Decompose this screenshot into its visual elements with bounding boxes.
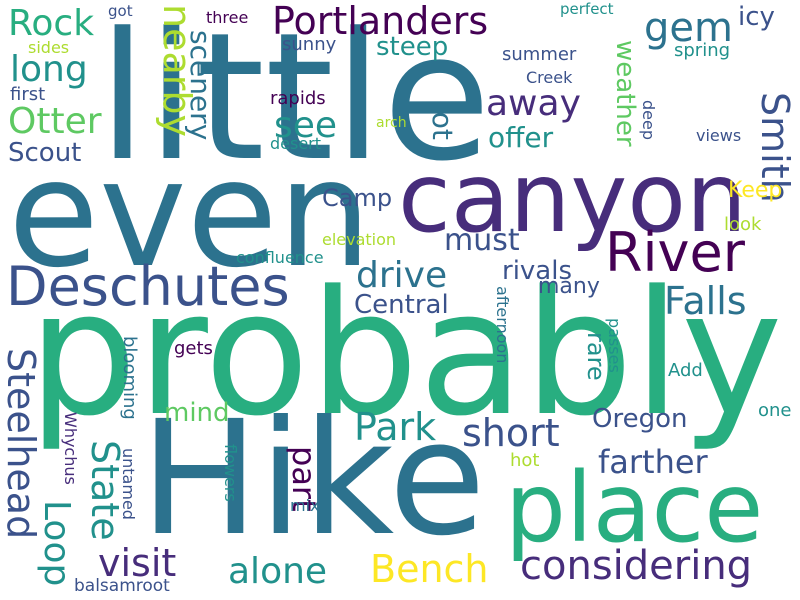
word-part: part bbox=[285, 446, 323, 512]
word-park: Park bbox=[354, 405, 437, 449]
word-alone: alone bbox=[228, 551, 328, 592]
word-portlanders: Portlanders bbox=[272, 0, 489, 43]
word-afternoon: afternoon bbox=[493, 286, 512, 364]
word-otter: Otter bbox=[8, 101, 102, 142]
word-scout: Scout bbox=[8, 138, 82, 168]
word-rivals: rivals bbox=[502, 256, 573, 286]
word-river: River bbox=[605, 221, 745, 284]
word-perfect: perfect bbox=[560, 0, 614, 18]
word-scenery: scenery bbox=[184, 30, 217, 141]
word-rock: Rock bbox=[8, 3, 95, 44]
word-hike: Hike bbox=[140, 387, 486, 571]
word-even: even bbox=[8, 128, 372, 300]
word-offer: offer bbox=[488, 121, 554, 154]
word-passes: passes bbox=[605, 318, 624, 373]
word-nearby: nearby bbox=[155, 4, 199, 137]
word-steelhead: Steelhead bbox=[0, 348, 43, 540]
word-loop: Loop bbox=[36, 500, 77, 587]
word-summer: summer bbox=[502, 44, 577, 65]
word-views: views bbox=[696, 126, 742, 145]
word-one: one bbox=[758, 400, 792, 421]
word-sunny: sunny bbox=[282, 34, 337, 55]
word-mix: mix bbox=[290, 496, 320, 515]
word-many: many bbox=[538, 274, 600, 299]
word-add: Add bbox=[668, 360, 703, 381]
word-spring: spring bbox=[674, 40, 731, 61]
word-probably: probably bbox=[28, 253, 783, 454]
word-bench: Bench bbox=[370, 547, 489, 591]
word-deep: deep bbox=[639, 100, 658, 140]
word-icy: icy bbox=[738, 2, 775, 32]
word-away: away bbox=[486, 83, 581, 124]
word-hot: hot bbox=[510, 450, 540, 471]
word-gem: gem bbox=[644, 5, 733, 51]
word-little: little bbox=[98, 0, 491, 200]
word-drive: drive bbox=[356, 255, 448, 296]
word-desert: desert bbox=[270, 134, 322, 153]
word-rare: rare bbox=[582, 332, 610, 381]
word-state: State bbox=[83, 440, 127, 541]
word-mind: mind bbox=[164, 398, 230, 428]
word-look: look bbox=[724, 214, 762, 235]
word-canyon: canyon bbox=[398, 142, 747, 254]
word-elevation: elevation bbox=[322, 230, 397, 249]
word-gets: gets bbox=[174, 338, 213, 359]
word-blooming: blooming bbox=[119, 336, 140, 420]
word-three: three bbox=[206, 8, 249, 27]
word-place: place bbox=[505, 452, 764, 564]
word-central: Central bbox=[354, 290, 449, 320]
word-smith: Smith bbox=[753, 92, 797, 203]
word-must: must bbox=[444, 223, 520, 258]
word-arch: arch bbox=[376, 115, 407, 131]
word-see: see bbox=[274, 105, 338, 146]
word-keep: Keep bbox=[728, 178, 783, 203]
word-long: long bbox=[10, 49, 88, 90]
word-whychus: Whychus bbox=[61, 412, 80, 485]
word-flowers: flowers bbox=[221, 444, 240, 502]
word-oregon: Oregon bbox=[592, 404, 688, 434]
word-visit: visit bbox=[98, 541, 177, 585]
word-confluence: confluence bbox=[236, 248, 324, 267]
word-camp: Camp bbox=[322, 184, 393, 212]
word-deschutes: Deschutes bbox=[6, 255, 290, 318]
word-rapids: rapids bbox=[270, 88, 326, 109]
word-sides: sides bbox=[28, 38, 70, 57]
word-falls: Falls bbox=[664, 279, 747, 323]
word-short: short bbox=[462, 411, 560, 455]
word-farther: farther bbox=[598, 443, 708, 481]
word-weather: weather bbox=[610, 40, 640, 147]
word-steep: steep bbox=[376, 32, 449, 62]
word-first: first bbox=[10, 84, 46, 105]
word-balsamroot: balsamroot bbox=[74, 576, 170, 596]
word-creek: Creek bbox=[526, 68, 573, 87]
word-got: got bbox=[108, 2, 133, 20]
word-lot: lot bbox=[426, 104, 459, 140]
word-untamed: untamed bbox=[119, 448, 138, 520]
word-considering: considering bbox=[520, 543, 753, 589]
